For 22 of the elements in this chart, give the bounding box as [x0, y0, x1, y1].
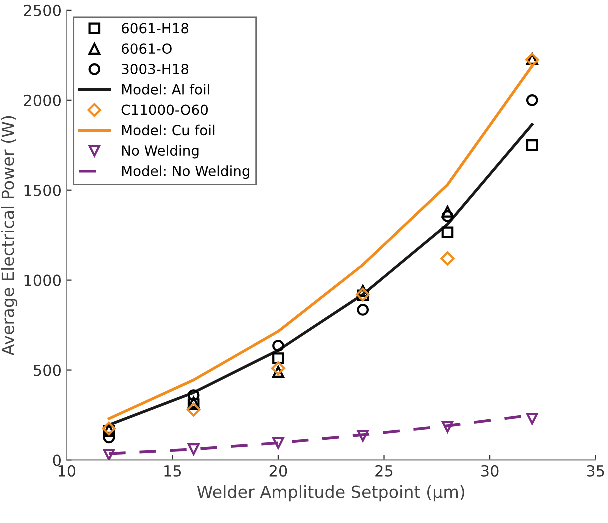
y-tick-label: 2500	[24, 4, 62, 16]
legend-label: C11000-O60	[122, 104, 208, 116]
x-tick-label: 15	[164, 466, 182, 477]
x-tick-label: 30	[481, 465, 499, 477]
legend-label: Model: Al foil	[122, 84, 210, 95]
legend-label: No Welding	[122, 145, 199, 159]
legend-label: 3003-H18	[122, 64, 189, 74]
x-axis-title: Welder Amplitude Setpoint (μm)	[197, 485, 464, 502]
y-tick-label: 1500	[24, 184, 62, 196]
x-tick-label: 20	[270, 465, 288, 477]
legend-label: Model: No Welding	[122, 166, 250, 180]
y-axis-title: Average Electrical Power (W)	[1, 116, 18, 356]
x-tick-label: 10	[58, 465, 76, 477]
legend-label: Model: Cu foil	[122, 124, 215, 136]
y-tick-label: 2000	[24, 94, 62, 106]
x-tick-label: 35	[587, 465, 604, 477]
legend-label: 6061-H18	[122, 23, 189, 34]
y-tick-label: 0	[53, 454, 62, 466]
legend-label: 6061-O	[122, 44, 172, 54]
y-tick-label: 500	[34, 364, 62, 376]
x-tick-label: 25	[376, 465, 393, 477]
y-tick-label: 1000	[24, 274, 62, 286]
